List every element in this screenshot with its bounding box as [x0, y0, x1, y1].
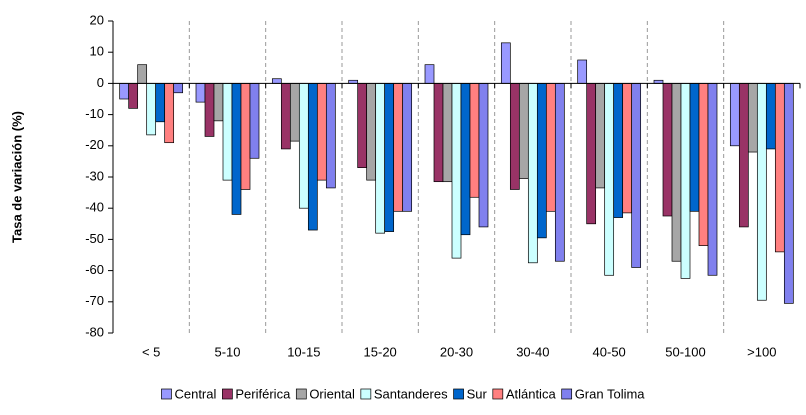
bar — [231, 83, 242, 215]
bar — [451, 83, 462, 259]
legend-swatch — [161, 388, 172, 400]
bar — [500, 42, 511, 84]
bar — [271, 78, 282, 84]
x-tick-label: >100 — [747, 344, 776, 359]
y-tick-label: -50 — [85, 231, 104, 246]
bar — [698, 83, 709, 246]
bar — [402, 83, 413, 212]
bar — [680, 83, 691, 279]
bar — [298, 83, 309, 209]
bar — [128, 83, 139, 109]
bar — [536, 83, 547, 239]
y-tick-label: 20 — [90, 12, 104, 27]
bar — [527, 83, 538, 264]
bar — [729, 83, 740, 147]
bar — [577, 59, 588, 84]
bar — [222, 83, 233, 181]
bar — [146, 83, 157, 136]
y-tick-label: -10 — [85, 106, 104, 121]
x-tick-label: 30-40 — [516, 344, 549, 359]
y-tick-label: -30 — [85, 168, 104, 183]
bar — [595, 83, 606, 189]
bar — [518, 83, 529, 179]
bar — [469, 83, 480, 198]
bar — [240, 83, 251, 190]
y-tick-label: -80 — [85, 324, 104, 339]
bar — [375, 83, 386, 234]
x-tick-label: 50-100 — [665, 344, 705, 359]
y-tick-label: -60 — [85, 262, 104, 277]
bar — [774, 83, 785, 253]
bar — [213, 83, 224, 122]
bar — [460, 83, 471, 236]
bar — [545, 83, 556, 212]
x-tick-label: < 5 — [142, 344, 160, 359]
bar — [662, 83, 673, 217]
y-tick-label: -40 — [85, 200, 104, 215]
x-tick-label: 40-50 — [593, 344, 626, 359]
bar — [289, 83, 300, 142]
legend-label: Sur — [467, 386, 488, 401]
bar — [204, 83, 215, 137]
bar — [249, 83, 260, 159]
legend-swatch — [492, 388, 504, 400]
y-tick-label: 10 — [90, 44, 104, 59]
legend-label: Periférica — [235, 386, 291, 401]
x-tick-label: 15-20 — [364, 344, 397, 359]
bar — [366, 83, 377, 181]
x-tick-label: 10-15 — [287, 344, 320, 359]
y-tick-label: -70 — [85, 293, 104, 308]
bar — [747, 83, 758, 153]
bar — [280, 83, 291, 150]
bar — [325, 83, 336, 189]
legend-label: Oriental — [309, 386, 355, 401]
legend-swatch — [222, 388, 233, 400]
y-tick-label: 0 — [97, 75, 104, 90]
bar — [424, 64, 435, 84]
bar — [442, 83, 453, 183]
y-axis-title: Tasa de variación (%) — [9, 111, 24, 243]
legend-label: Santanderes — [374, 386, 448, 401]
bar — [765, 83, 776, 150]
bar — [509, 83, 520, 190]
bar — [137, 64, 148, 84]
x-tick-label: 5-10 — [214, 344, 240, 359]
bar — [164, 83, 175, 144]
bar — [622, 83, 633, 214]
legend-swatch — [295, 388, 307, 400]
bar — [738, 83, 749, 228]
legend-label: Gran Tolima — [575, 386, 646, 401]
bar — [155, 83, 166, 123]
bar — [307, 83, 318, 231]
bar — [756, 83, 767, 301]
legend-label: Atlántica — [506, 386, 557, 401]
bar — [554, 83, 565, 262]
x-tick-label: 20-30 — [440, 344, 473, 359]
bar — [613, 83, 624, 218]
bar — [478, 83, 489, 228]
bar — [173, 83, 184, 94]
bar — [707, 83, 718, 276]
bar — [384, 83, 395, 232]
legend-swatch — [561, 388, 573, 400]
bar — [586, 83, 597, 225]
bar — [316, 83, 327, 181]
legend-swatch — [453, 388, 464, 400]
bar — [671, 83, 682, 262]
bar — [119, 83, 130, 100]
bar — [195, 83, 206, 103]
bar — [357, 83, 368, 168]
legend-swatch — [360, 388, 372, 400]
bar — [433, 83, 444, 183]
bar — [631, 83, 642, 268]
legend-label: Central — [174, 386, 216, 401]
bar — [783, 83, 794, 304]
bar — [393, 83, 404, 212]
bar — [689, 83, 700, 212]
bar — [604, 83, 615, 276]
y-tick-label: -20 — [85, 137, 104, 152]
